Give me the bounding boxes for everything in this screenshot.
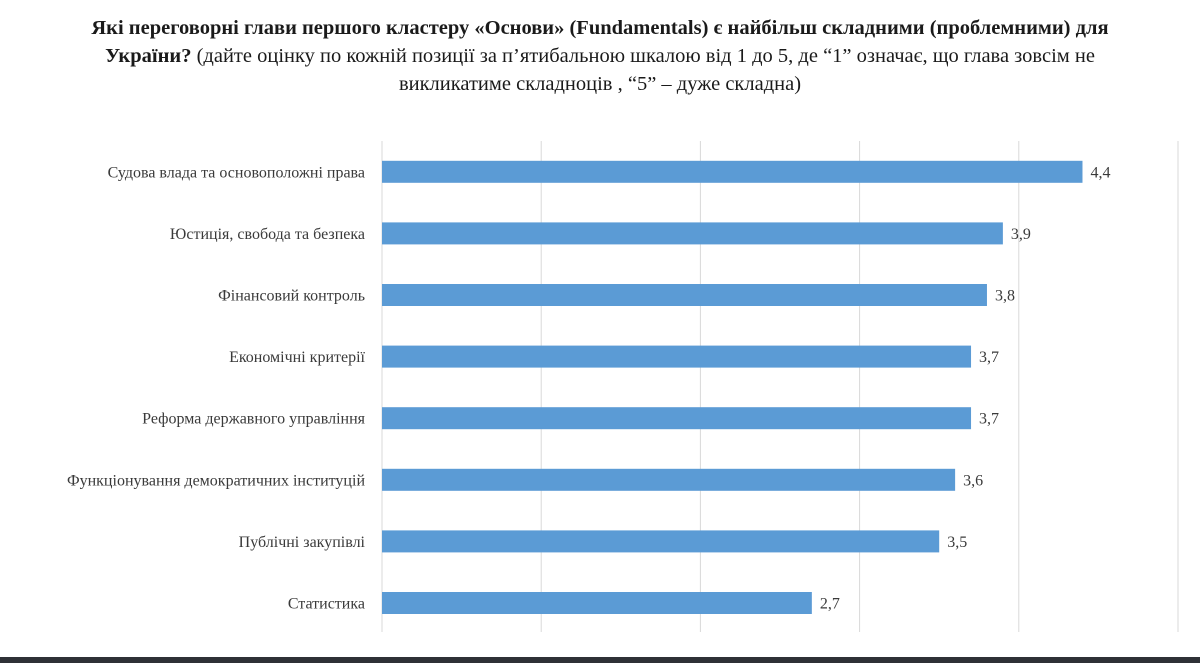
value-label: 4,4 [1090, 164, 1110, 181]
value-label: 3,7 [979, 411, 999, 428]
category-label: Фінансовий контроль [218, 288, 365, 305]
category-labels: Судова влада та основоположні права Юстиц… [67, 164, 366, 612]
category-label: Судова влада та основоположні права [108, 164, 365, 181]
title-line-1: Які переговорні глави першого кластеру «… [91, 17, 1109, 39]
title-line-2: України? (дайте оцінку по кожній позиції… [0, 42, 1200, 70]
value-label: 3,5 [947, 534, 967, 551]
bar [382, 468, 956, 491]
value-labels: 4,4 3,9 3,8 3,7 3,7 3,6 3,5 2,7 [820, 164, 1111, 612]
bar [382, 345, 972, 368]
bar [382, 160, 1083, 183]
value-label: 3,7 [979, 349, 999, 366]
title-line-2-bold: України? [105, 45, 192, 67]
value-label: 3,9 [1011, 226, 1031, 243]
chart-title: Які переговорні глави першого кластеру «… [0, 14, 1200, 98]
category-label: Економічні критерії [229, 349, 365, 366]
title-line-3: викликатиме складноців , “5” – дуже скла… [398, 73, 802, 95]
category-label: Публічні закупівлі [239, 534, 366, 551]
window-bottom-edge [0, 657, 1200, 663]
gridlines [381, 141, 1179, 632]
category-label: Реформа державного управління [142, 411, 365, 428]
bar [382, 530, 940, 553]
value-label: 2,7 [820, 596, 840, 613]
bar [382, 407, 972, 430]
category-label: Функціонування демократичних інституцій [67, 472, 365, 489]
bar [382, 222, 1003, 245]
bars [382, 160, 1083, 614]
title-line-2-rest: (дайте оцінку по кожній позиції за п’яти… [191, 45, 1095, 67]
bar [382, 592, 812, 614]
value-label: 3,8 [995, 288, 1015, 305]
bar [382, 284, 987, 306]
value-label: 3,6 [963, 472, 983, 489]
category-label: Юстиція, свобода та безпека [170, 226, 365, 243]
category-label: Статистика [288, 596, 365, 613]
